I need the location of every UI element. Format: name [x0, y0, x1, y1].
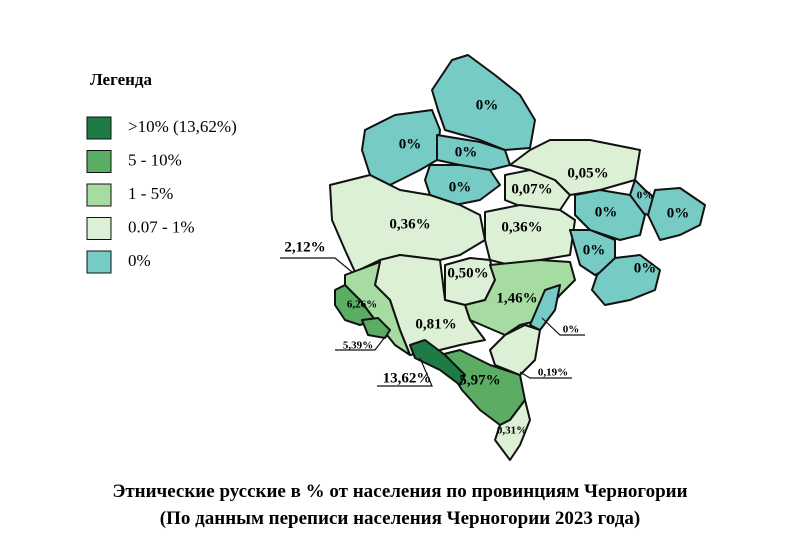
leader-line — [377, 357, 433, 387]
region — [436, 134, 511, 171]
legend-swatch — [86, 250, 112, 274]
legend-label: 5 - 10% — [128, 150, 182, 169]
subtitle: (По данным переписи населения Черногории… — [160, 508, 640, 529]
region — [494, 399, 531, 461]
title: Этнические русские в % от населения по п… — [112, 481, 687, 502]
region-label: 0,07% — [511, 181, 552, 197]
region-label: 0% — [634, 260, 657, 276]
region-label: 0% — [476, 97, 499, 113]
legend: >10% (13,62%) 5 - 10% 1 - 5% 0.07 - 1% 0% — [86, 116, 237, 274]
region-label: 0% — [399, 136, 422, 152]
region-label: 0% — [583, 242, 606, 258]
region-label: 2,12% — [284, 239, 325, 255]
legend-title: Легенда — [90, 70, 153, 89]
region-label: 0,36% — [501, 219, 542, 235]
region-label: 0% — [563, 324, 580, 336]
region-label: 5,97% — [459, 372, 500, 388]
leader-line — [519, 371, 572, 379]
region-label: 5,39% — [343, 340, 373, 352]
region-label: 0,31% — [497, 425, 527, 437]
region — [489, 324, 541, 376]
region — [647, 187, 706, 241]
region-label: 13,62% — [383, 370, 432, 386]
region-label: 0,81% — [415, 316, 456, 332]
region — [529, 284, 561, 331]
region-label: 0% — [637, 190, 654, 202]
legend-label: 0% — [128, 251, 151, 270]
leader-line — [280, 257, 353, 273]
legend-swatch — [86, 217, 112, 240]
regions — [329, 54, 706, 461]
region — [361, 109, 441, 186]
region-label: 0% — [595, 204, 618, 220]
region — [431, 54, 536, 151]
legend-swatch — [86, 183, 112, 207]
region-label: 0,05% — [567, 165, 608, 181]
region-label: 0% — [449, 179, 472, 195]
region — [409, 339, 466, 386]
legend-swatch — [86, 116, 112, 140]
region-label: 6,26% — [347, 299, 377, 311]
region — [361, 317, 391, 339]
region — [591, 254, 661, 306]
region — [329, 174, 486, 273]
legend-label: >10% (13,62%) — [128, 117, 237, 136]
legend-label: 0.07 - 1% — [128, 217, 195, 236]
legend-swatch — [86, 150, 112, 173]
region — [484, 204, 576, 266]
legend-label: 1 - 5% — [128, 184, 173, 203]
region-label: 0,36% — [389, 216, 430, 232]
region-label: 1,46% — [496, 290, 537, 306]
region-label: 0% — [455, 144, 478, 160]
region-label: 0% — [667, 205, 690, 221]
region — [464, 259, 576, 336]
leader-line — [541, 317, 585, 336]
region — [574, 189, 646, 241]
region-label: 0,19% — [538, 367, 568, 379]
region — [424, 164, 501, 206]
leader-line — [335, 336, 386, 351]
region-label: 0,50% — [447, 265, 488, 281]
